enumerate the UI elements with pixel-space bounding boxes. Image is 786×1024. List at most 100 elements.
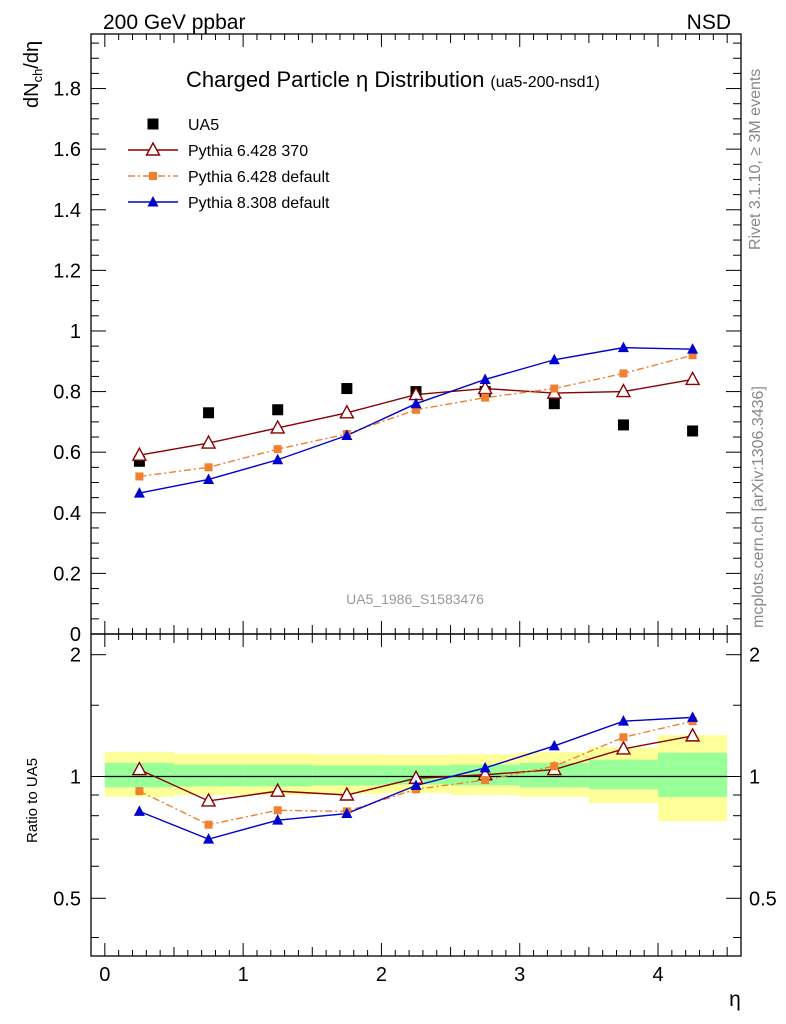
main-series-point-3 — [479, 373, 491, 384]
legend-label: UA5 — [188, 117, 219, 134]
main-series-point-2 — [550, 384, 559, 393]
main-series-point-1 — [477, 380, 493, 395]
ratio-series-point-1 — [204, 820, 213, 829]
ratio-series-point-2 — [479, 761, 491, 773]
legend-label: Pythia 8.308 default — [188, 195, 330, 212]
legend-marker — [147, 196, 159, 207]
ratio-y-tick-label-right: 2 — [749, 645, 760, 667]
main-series-point-3 — [272, 453, 284, 465]
ratio-series-point-1 — [273, 806, 282, 815]
ylabel-main-part: dN — [21, 82, 43, 108]
ratio-y-tick-label: 0.5 — [53, 888, 81, 910]
main-series-point-0 — [341, 383, 353, 395]
ratio-series-point-0 — [200, 792, 217, 807]
main-y-tick-label: 1.4 — [53, 200, 81, 222]
main-series-point-2 — [273, 445, 282, 454]
x-tick-label: 3 — [514, 964, 525, 986]
ratio-series-point-1 — [135, 787, 144, 796]
main-y-tick-label: 1.2 — [53, 260, 81, 282]
main-series-point-0 — [687, 425, 699, 437]
main-series-point-2 — [204, 463, 213, 472]
main-series-point-1 — [131, 446, 148, 461]
legend-marker — [149, 172, 157, 180]
main-series-point-2 — [135, 472, 144, 481]
ratio-y-tick-label-right: 0.5 — [749, 888, 777, 910]
x-tick-label: 2 — [376, 964, 387, 986]
main-series-point-1 — [339, 404, 355, 419]
main-y-tick-label: 1.8 — [53, 79, 81, 101]
main-series-point-0 — [203, 407, 215, 419]
legend-marker — [147, 118, 159, 130]
ratio-axes: 0 1 2 3 4 0.5 0.5 1 1 2 2 — [53, 633, 777, 986]
main-series-point-0 — [133, 455, 145, 467]
x-tick-label: 0 — [99, 964, 110, 986]
analysis-watermark: UA5_1986_S1583476 — [346, 591, 484, 607]
ratio-series-point-0 — [270, 782, 286, 797]
ratio-series-point-2 — [341, 807, 353, 819]
main-series-point-1 — [684, 370, 701, 386]
ylabel-sub-part: ch — [30, 69, 45, 83]
ratio-series-point-0 — [615, 740, 632, 755]
ratio-band-green-2 — [243, 764, 313, 787]
ratio-band-green-7 — [588, 759, 659, 790]
ratio-series-point-0 — [339, 786, 355, 801]
x-axis-label: η — [729, 988, 741, 1011]
rivet-label: Rivet 3.1.10, ≥ 3M events — [747, 69, 764, 250]
main-series-point-1 — [270, 419, 286, 434]
main-series-point-1 — [615, 383, 632, 398]
ratio-series-point-2 — [548, 739, 560, 751]
main-series-line-2 — [139, 354, 693, 478]
header-left: 200 GeV ppbar — [103, 11, 245, 34]
ratio-y-tick-label-right: 1 — [749, 766, 760, 788]
ylabel-tail-part: /dη — [21, 41, 43, 69]
main-series-point-0 — [272, 404, 284, 416]
x-tick-label: 4 — [652, 964, 663, 986]
main-series-point-3 — [687, 343, 699, 354]
ratio-series-point-2 — [133, 805, 145, 816]
ratio-series-point-2 — [203, 833, 215, 844]
main-series-point-2 — [688, 351, 697, 360]
title-sub: (ua5-200-nsd1) — [490, 74, 599, 91]
ratio-series-layer — [131, 711, 701, 844]
ratio-band-green-3 — [312, 765, 382, 786]
ratio-y-tick-label: 1 — [70, 766, 81, 788]
main-series-point-2 — [481, 393, 490, 402]
main-series-point-2 — [412, 405, 420, 414]
legend-item: Pythia 6.428 default — [128, 169, 330, 186]
main-series-point-3 — [203, 473, 215, 484]
legend-label: Pythia 6.428 370 — [188, 143, 308, 160]
legend-item: Pythia 8.308 default — [128, 195, 330, 212]
x-tick-label: 1 — [238, 964, 249, 986]
ratio-band-green-8 — [658, 752, 728, 797]
mcplots-label: mcplots.cern.ch [arXiv:1306.3436] — [750, 386, 767, 628]
main-series-point-2 — [619, 369, 628, 378]
legend-marker — [145, 141, 161, 156]
ratio-band-green-1 — [173, 764, 244, 787]
header-right: NSD — [687, 11, 731, 34]
main-y-tick-label: 0.6 — [53, 442, 81, 464]
ratio-y-tick-label: 2 — [70, 645, 81, 667]
main-series-point-3 — [133, 487, 145, 498]
ratio-series-point-1 — [550, 762, 559, 771]
ratio-series-point-1 — [619, 733, 628, 742]
main-series-point-0 — [617, 419, 629, 431]
ratio-series-point-2 — [272, 814, 284, 825]
legend-label: Pythia 6.428 default — [188, 169, 330, 186]
main-series-layer — [131, 341, 701, 498]
main-series-point-3 — [341, 429, 353, 441]
main-ylabel: dNch/dη — [21, 41, 45, 108]
main-series-point-3 — [617, 341, 629, 353]
main-series-point-3 — [548, 353, 560, 365]
ratio-series-point-0 — [131, 761, 148, 776]
main-series-line-3 — [139, 346, 693, 494]
legend-item: UA5 — [147, 117, 219, 134]
main-title: Charged Particle η Distribution (ua5-200-… — [186, 67, 600, 92]
legend-item: Pythia 6.428 370 — [128, 141, 308, 160]
main-y-tick-label: 0.2 — [53, 563, 81, 585]
main-y-tick-label: 0.8 — [53, 382, 81, 404]
legend: UA5 Pythia 6.428 370 Pythia 6.428 default P… — [128, 117, 330, 212]
ratio-series-point-0 — [684, 727, 701, 742]
main-series-point-1 — [200, 434, 217, 449]
ratio-series-point-1 — [481, 776, 490, 785]
